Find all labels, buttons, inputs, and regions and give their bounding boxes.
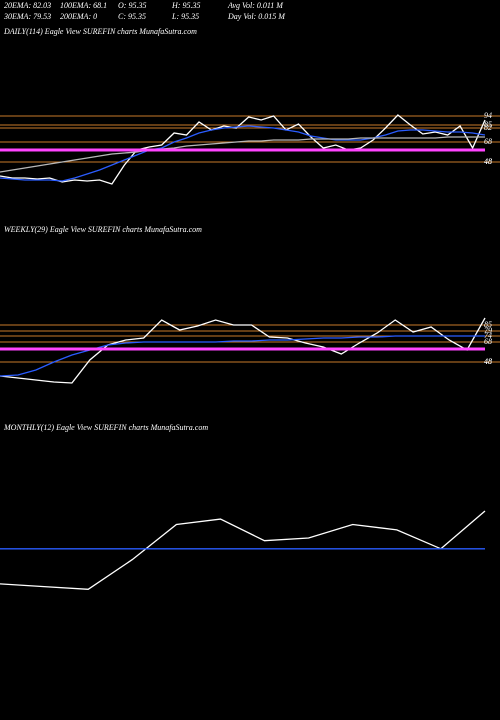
- y-tick-label: 48: [484, 357, 492, 366]
- panel-title: WEEKLY(29) Eagle View SUREFIN charts Mun…: [4, 225, 202, 234]
- header-stat: O: 95.35: [118, 1, 146, 10]
- header-stat: 100EMA: 68.1: [60, 1, 107, 10]
- series-line: [0, 125, 486, 182]
- series-line: [0, 114, 486, 185]
- y-tick-label: 68: [484, 137, 492, 146]
- y-tick-label: 94: [484, 111, 492, 120]
- header-stat: H: 95.35: [171, 1, 200, 10]
- y-tick-label: 85: [484, 120, 492, 129]
- y-tick-label: 85: [484, 320, 492, 329]
- header-stat: 30EMA: 79.53: [3, 12, 51, 21]
- panel-title: MONTHLY(12) Eagle View SUREFIN charts Mu…: [3, 423, 208, 432]
- y-tick-label: 48: [484, 357, 492, 366]
- y-tick-label: 48: [484, 157, 492, 166]
- y-tick-label: 74: [484, 331, 492, 340]
- y-tick-label: 68: [484, 337, 492, 346]
- series-line: [0, 136, 485, 173]
- series-line: [0, 510, 486, 590]
- y-tick-label: 79: [484, 326, 492, 335]
- header-stat: C: 95.35: [118, 12, 146, 21]
- series-line: [0, 317, 486, 384]
- header-stat: Avg Vol: 0.011 M: [227, 1, 284, 10]
- y-tick-label: 82: [484, 123, 492, 132]
- header-stat: 200EMA: 0: [60, 12, 97, 21]
- panel-title: DAILY(114) Eagle View SUREFIN charts Mun…: [3, 27, 197, 36]
- header-stat: 20EMA: 82.03: [4, 1, 51, 10]
- y-tick-label: 48: [484, 157, 492, 166]
- header-stat: L: 95.35: [171, 12, 199, 21]
- header-stat: Day Vol: 0.015 M: [227, 12, 286, 21]
- series-line: [0, 335, 485, 377]
